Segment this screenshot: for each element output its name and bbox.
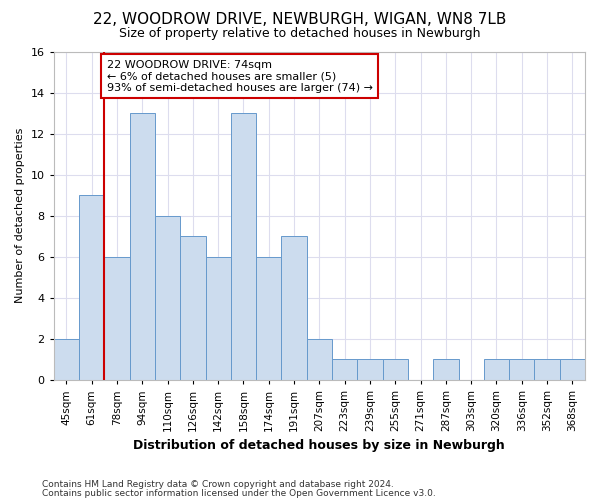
Bar [256, 257, 281, 380]
Bar [281, 236, 307, 380]
Bar [332, 360, 358, 380]
Bar [104, 257, 130, 380]
Bar [180, 236, 206, 380]
Bar [433, 360, 458, 380]
Text: Size of property relative to detached houses in Newburgh: Size of property relative to detached ho… [119, 28, 481, 40]
Bar [535, 360, 560, 380]
Bar [206, 257, 231, 380]
Bar [358, 360, 383, 380]
Bar [130, 113, 155, 380]
Text: 22 WOODROW DRIVE: 74sqm
← 6% of detached houses are smaller (5)
93% of semi-deta: 22 WOODROW DRIVE: 74sqm ← 6% of detached… [107, 60, 373, 93]
Bar [155, 216, 180, 380]
Bar [509, 360, 535, 380]
Text: Contains public sector information licensed under the Open Government Licence v3: Contains public sector information licen… [42, 488, 436, 498]
Bar [560, 360, 585, 380]
Bar [54, 339, 79, 380]
Y-axis label: Number of detached properties: Number of detached properties [15, 128, 25, 304]
X-axis label: Distribution of detached houses by size in Newburgh: Distribution of detached houses by size … [133, 440, 505, 452]
Bar [484, 360, 509, 380]
Text: Contains HM Land Registry data © Crown copyright and database right 2024.: Contains HM Land Registry data © Crown c… [42, 480, 394, 489]
Bar [307, 339, 332, 380]
Bar [383, 360, 408, 380]
Bar [231, 113, 256, 380]
Text: 22, WOODROW DRIVE, NEWBURGH, WIGAN, WN8 7LB: 22, WOODROW DRIVE, NEWBURGH, WIGAN, WN8 … [94, 12, 506, 28]
Bar [79, 195, 104, 380]
